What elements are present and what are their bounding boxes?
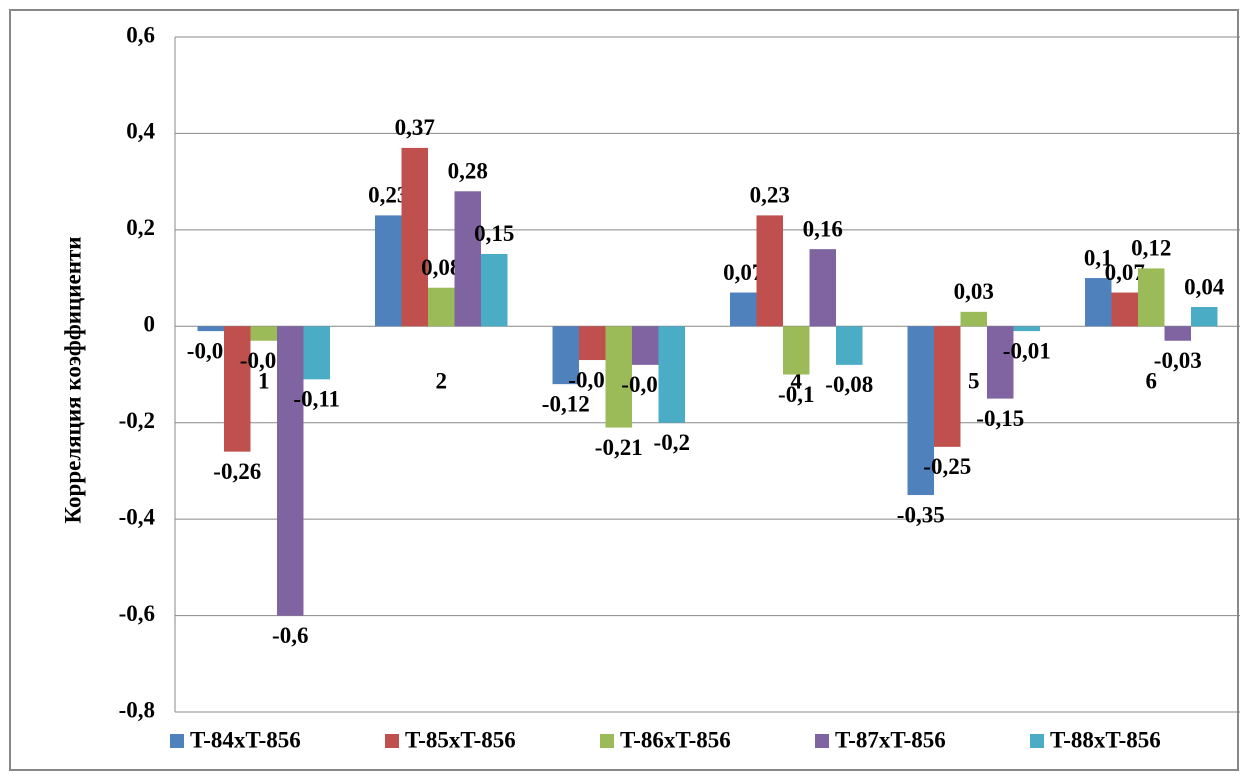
legend-swatch [1030, 734, 1044, 748]
y-tick-label: 0,4 [126, 119, 155, 144]
data-label: -0,2 [654, 430, 690, 455]
data-label: -0,11 [293, 387, 340, 412]
bar [756, 215, 783, 327]
data-label: 0,1 [1084, 245, 1113, 270]
y-tick-label: 0,2 [126, 215, 155, 240]
bar [907, 326, 934, 496]
bar [987, 326, 1014, 399]
bar [250, 326, 277, 341]
bar [1191, 307, 1218, 327]
x-tick-label: 2 [436, 368, 448, 393]
bar [1138, 268, 1165, 327]
data-label: -0,6 [272, 623, 308, 648]
bar [303, 326, 330, 380]
data-label: 0,15 [474, 221, 514, 246]
legend-label: T-86xT-856 [620, 727, 731, 752]
bar [277, 326, 304, 616]
bar [1111, 292, 1138, 327]
data-label: -0,01 [1003, 338, 1051, 363]
data-label: 0,28 [448, 159, 488, 184]
bar [658, 326, 685, 423]
bar [960, 311, 987, 327]
bar [632, 326, 659, 365]
bar [375, 215, 402, 327]
legend-label: T-87xT-856 [835, 727, 946, 752]
bar [579, 326, 606, 361]
data-label: -0,12 [542, 391, 590, 416]
bar [428, 287, 455, 327]
data-label: -0,25 [923, 454, 971, 479]
legend-swatch [815, 734, 829, 748]
data-label: -0,03 [1154, 348, 1202, 373]
data-label: 0,03 [954, 279, 994, 304]
bar [783, 326, 810, 375]
legend-swatch [600, 734, 614, 748]
legend-label: T-88xT-856 [1050, 727, 1161, 752]
y-axis-title: Корреляция коэффициенти [60, 237, 85, 524]
bar [224, 326, 251, 452]
legend-swatch [170, 734, 184, 748]
y-tick-label: 0,6 [126, 22, 155, 47]
y-tick-label: -0,4 [119, 504, 156, 529]
bar [552, 326, 579, 385]
bar [481, 253, 508, 327]
data-label: 0,12 [1131, 236, 1171, 261]
bar [197, 326, 224, 332]
bar [836, 326, 863, 365]
data-label: -0,08 [825, 372, 873, 397]
data-label: 0,04 [1184, 274, 1225, 299]
data-label: -0,26 [213, 459, 261, 484]
data-label: 0,23 [750, 183, 790, 208]
bar [1013, 326, 1040, 332]
bar [605, 326, 632, 428]
y-tick-label: -0,8 [119, 697, 155, 722]
data-label: 0,16 [803, 216, 843, 241]
bar [1085, 278, 1112, 327]
bar [1164, 326, 1191, 341]
y-tick-label: -0,6 [119, 601, 155, 626]
data-label: -0,15 [976, 406, 1024, 431]
data-label: -0,21 [595, 435, 643, 460]
data-label: -0,1 [778, 382, 814, 407]
x-tick-label: 6 [1146, 368, 1158, 393]
data-label: -0,35 [897, 502, 945, 527]
legend-label: T-84xT-856 [190, 727, 301, 752]
bar [934, 326, 961, 447]
bar [809, 249, 836, 327]
x-tick-label: 5 [968, 368, 980, 393]
x-tick-label: 1 [258, 368, 270, 393]
x-tick-label: 4 [791, 368, 803, 393]
legend-label: T-85xT-856 [405, 727, 516, 752]
legend-swatch [385, 734, 399, 748]
bar [730, 292, 757, 327]
bar [401, 147, 428, 327]
data-label: 0,37 [395, 115, 435, 140]
bar [454, 191, 481, 327]
y-tick-label: 0 [144, 312, 156, 337]
y-tick-label: -0,2 [119, 408, 155, 433]
